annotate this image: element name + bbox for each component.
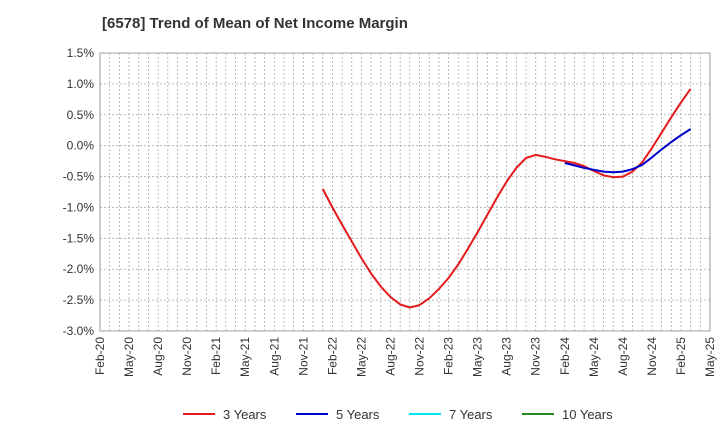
series-lines bbox=[321, 88, 692, 309]
x-tick-label: Feb-23 bbox=[442, 337, 456, 375]
chart-title: [6578] Trend of Mean of Net Income Margi… bbox=[102, 15, 408, 32]
legend: 3 Years 5 Years 7 Years 10 Years bbox=[183, 407, 613, 422]
x-tick-label: Feb-25 bbox=[674, 337, 688, 375]
y-tick-label: 1.0% bbox=[67, 77, 95, 91]
y-tick-label: 1.5% bbox=[67, 46, 95, 60]
x-tick-label: Feb-24 bbox=[558, 337, 572, 375]
x-tick-label: Aug-22 bbox=[383, 337, 397, 376]
x-tick-label: May-20 bbox=[122, 337, 136, 377]
x-tick-label: Feb-22 bbox=[325, 337, 339, 375]
x-tick-label: May-23 bbox=[471, 337, 485, 377]
y-tick-label: -2.5% bbox=[63, 293, 95, 307]
x-tick-label: May-22 bbox=[354, 337, 368, 377]
y-tick-label: -3.0% bbox=[63, 324, 95, 338]
x-tick-label: Nov-23 bbox=[529, 337, 543, 376]
y-tick-label: -0.5% bbox=[63, 170, 95, 184]
legend-label: 7 Years bbox=[449, 407, 493, 422]
x-tick-label: Nov-22 bbox=[413, 337, 427, 376]
x-tick-label: Aug-24 bbox=[616, 337, 630, 376]
y-tick-label: 0.0% bbox=[67, 139, 95, 153]
series-line-5-years bbox=[564, 128, 692, 174]
grid-lines bbox=[100, 52, 710, 332]
series-line-3-years bbox=[321, 88, 692, 309]
x-tick-label: Aug-23 bbox=[500, 337, 514, 376]
y-tick-label: -1.0% bbox=[63, 200, 95, 214]
x-tick-label: May-21 bbox=[238, 337, 252, 377]
x-tick-label: May-25 bbox=[703, 337, 717, 377]
x-tick-label: Aug-20 bbox=[151, 337, 165, 376]
legend-label: 10 Years bbox=[562, 407, 613, 422]
x-tick-label: Aug-21 bbox=[267, 337, 281, 376]
legend-label: 5 Years bbox=[336, 407, 380, 422]
legend-label: 3 Years bbox=[223, 407, 267, 422]
y-tick-label: 0.5% bbox=[67, 108, 95, 122]
x-tick-label: Nov-24 bbox=[645, 337, 659, 376]
x-tick-label: Nov-20 bbox=[180, 337, 194, 376]
y-axis-ticks: 1.5% 1.0% 0.5% 0.0% -0.5% -1.0% -1.5% -2.0% -2.5… bbox=[63, 46, 95, 338]
x-tick-label: Feb-20 bbox=[93, 337, 107, 375]
x-tick-label: May-24 bbox=[587, 337, 601, 377]
x-axis-ticks: Feb-20 May-20 Aug-20 Nov-20 Feb-21 May-21 Aug-… bbox=[93, 337, 717, 377]
x-tick-label: Nov-21 bbox=[296, 337, 310, 376]
x-tick-label: Feb-21 bbox=[209, 337, 223, 375]
y-tick-label: -1.5% bbox=[63, 231, 95, 245]
y-tick-label: -2.0% bbox=[63, 262, 95, 276]
plot-background bbox=[99, 52, 711, 332]
